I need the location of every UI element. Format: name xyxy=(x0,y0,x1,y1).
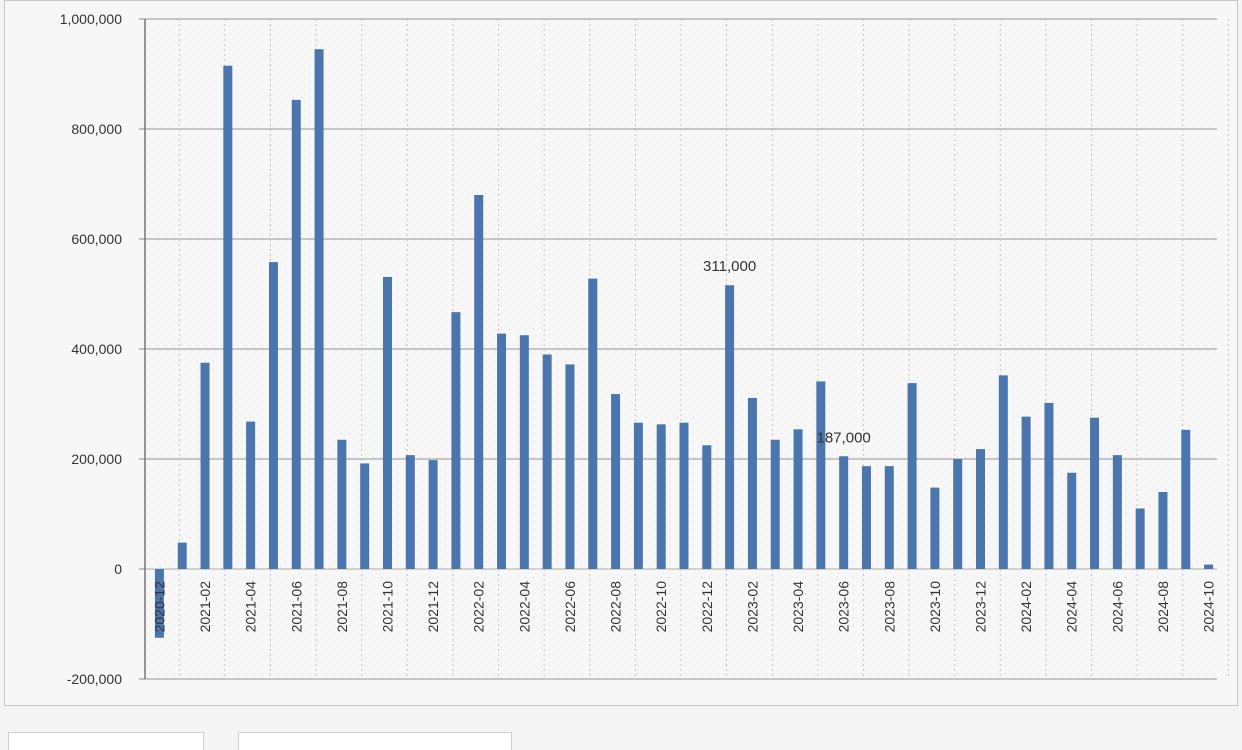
bar xyxy=(474,195,484,569)
x-tick-label: 2021-04 xyxy=(243,581,259,633)
x-tick-label: 2022-02 xyxy=(471,581,487,633)
y-tick-label: 800,000 xyxy=(71,121,122,137)
x-tick-label: 2021-10 xyxy=(379,581,395,633)
bar xyxy=(1021,416,1031,569)
y-tick-label: -200,000 xyxy=(67,671,122,687)
bar xyxy=(839,456,849,569)
bar xyxy=(998,375,1008,569)
x-tick-label: 2024-02 xyxy=(1018,581,1034,633)
bar xyxy=(360,463,370,569)
bar xyxy=(405,455,415,569)
bar xyxy=(291,99,301,569)
x-tick-label: 2022-10 xyxy=(653,581,669,633)
bar xyxy=(314,49,324,569)
bar xyxy=(976,449,986,569)
x-tick-label: 2022-12 xyxy=(699,581,715,633)
bar xyxy=(816,381,826,569)
bar xyxy=(1044,402,1054,569)
x-tick-label: 2023-12 xyxy=(973,581,989,633)
data-label: 187,000 xyxy=(817,429,871,446)
chart-frame: -200,000 0 200,000 400,000 600,000 800,000 1,0… xyxy=(4,0,1238,706)
bar xyxy=(428,460,438,569)
bar xyxy=(519,335,529,569)
legend-box xyxy=(8,732,204,750)
bar xyxy=(542,354,552,569)
bar xyxy=(747,397,757,569)
bar xyxy=(633,422,643,569)
bar xyxy=(679,422,689,569)
bar xyxy=(793,429,803,569)
bar xyxy=(200,362,210,569)
y-tick-label: 1,000,000 xyxy=(60,11,122,27)
bar xyxy=(1158,492,1168,569)
bar xyxy=(497,333,507,569)
bar xyxy=(382,276,392,569)
x-tick-label: 2020-12 xyxy=(151,581,167,633)
x-tick-label: 2022-04 xyxy=(516,581,532,633)
bar-chart: -200,000 0 200,000 400,000 600,000 800,000 1,0… xyxy=(60,11,1229,687)
x-tick-label: 2023-06 xyxy=(836,581,852,633)
y-tick-label: 600,000 xyxy=(71,231,122,247)
x-tick-label: 2021-12 xyxy=(425,581,441,633)
bar xyxy=(656,424,666,569)
x-tick-label: 2022-08 xyxy=(608,581,624,633)
x-tick-label: 2024-06 xyxy=(1109,581,1125,633)
bar xyxy=(861,466,871,569)
y-tick-label: 0 xyxy=(114,561,122,577)
bar xyxy=(611,394,621,569)
bar xyxy=(1112,455,1122,569)
y-tick-label: 400,000 xyxy=(71,341,122,357)
bar xyxy=(907,383,917,569)
bar xyxy=(565,364,575,569)
bar xyxy=(953,459,963,569)
data-label: 311,000 xyxy=(703,258,756,275)
bar xyxy=(177,542,187,569)
bar xyxy=(1204,564,1214,569)
bar xyxy=(884,466,894,569)
x-tick-label: 2021-08 xyxy=(334,581,350,633)
bar xyxy=(154,569,164,638)
bar xyxy=(1135,508,1145,569)
bar xyxy=(702,445,712,569)
legend-box xyxy=(238,732,512,750)
bar xyxy=(268,262,278,569)
bar xyxy=(588,278,598,569)
bar xyxy=(451,312,461,569)
x-tick-label: 2023-02 xyxy=(744,581,760,633)
x-tick-label: 2024-08 xyxy=(1155,581,1171,633)
x-tick-label: 2023-08 xyxy=(881,581,897,633)
bar xyxy=(725,285,735,569)
bar xyxy=(1181,429,1191,569)
x-tick-label: 2021-06 xyxy=(288,581,304,633)
bar xyxy=(770,439,780,569)
bar xyxy=(1090,417,1100,569)
bar xyxy=(246,421,256,569)
x-tick-label: 2023-04 xyxy=(790,581,806,633)
x-tick-label: 2024-04 xyxy=(1064,581,1080,633)
bar xyxy=(337,439,347,569)
bar xyxy=(223,65,233,569)
bar xyxy=(1067,472,1077,569)
y-tick-label: 200,000 xyxy=(71,451,122,467)
x-tick-label: 2024-10 xyxy=(1201,581,1217,633)
x-tick-label: 2022-06 xyxy=(562,581,578,633)
x-tick-label: 2021-02 xyxy=(197,581,213,633)
bar xyxy=(930,487,940,569)
x-tick-label: 2023-10 xyxy=(927,581,943,633)
